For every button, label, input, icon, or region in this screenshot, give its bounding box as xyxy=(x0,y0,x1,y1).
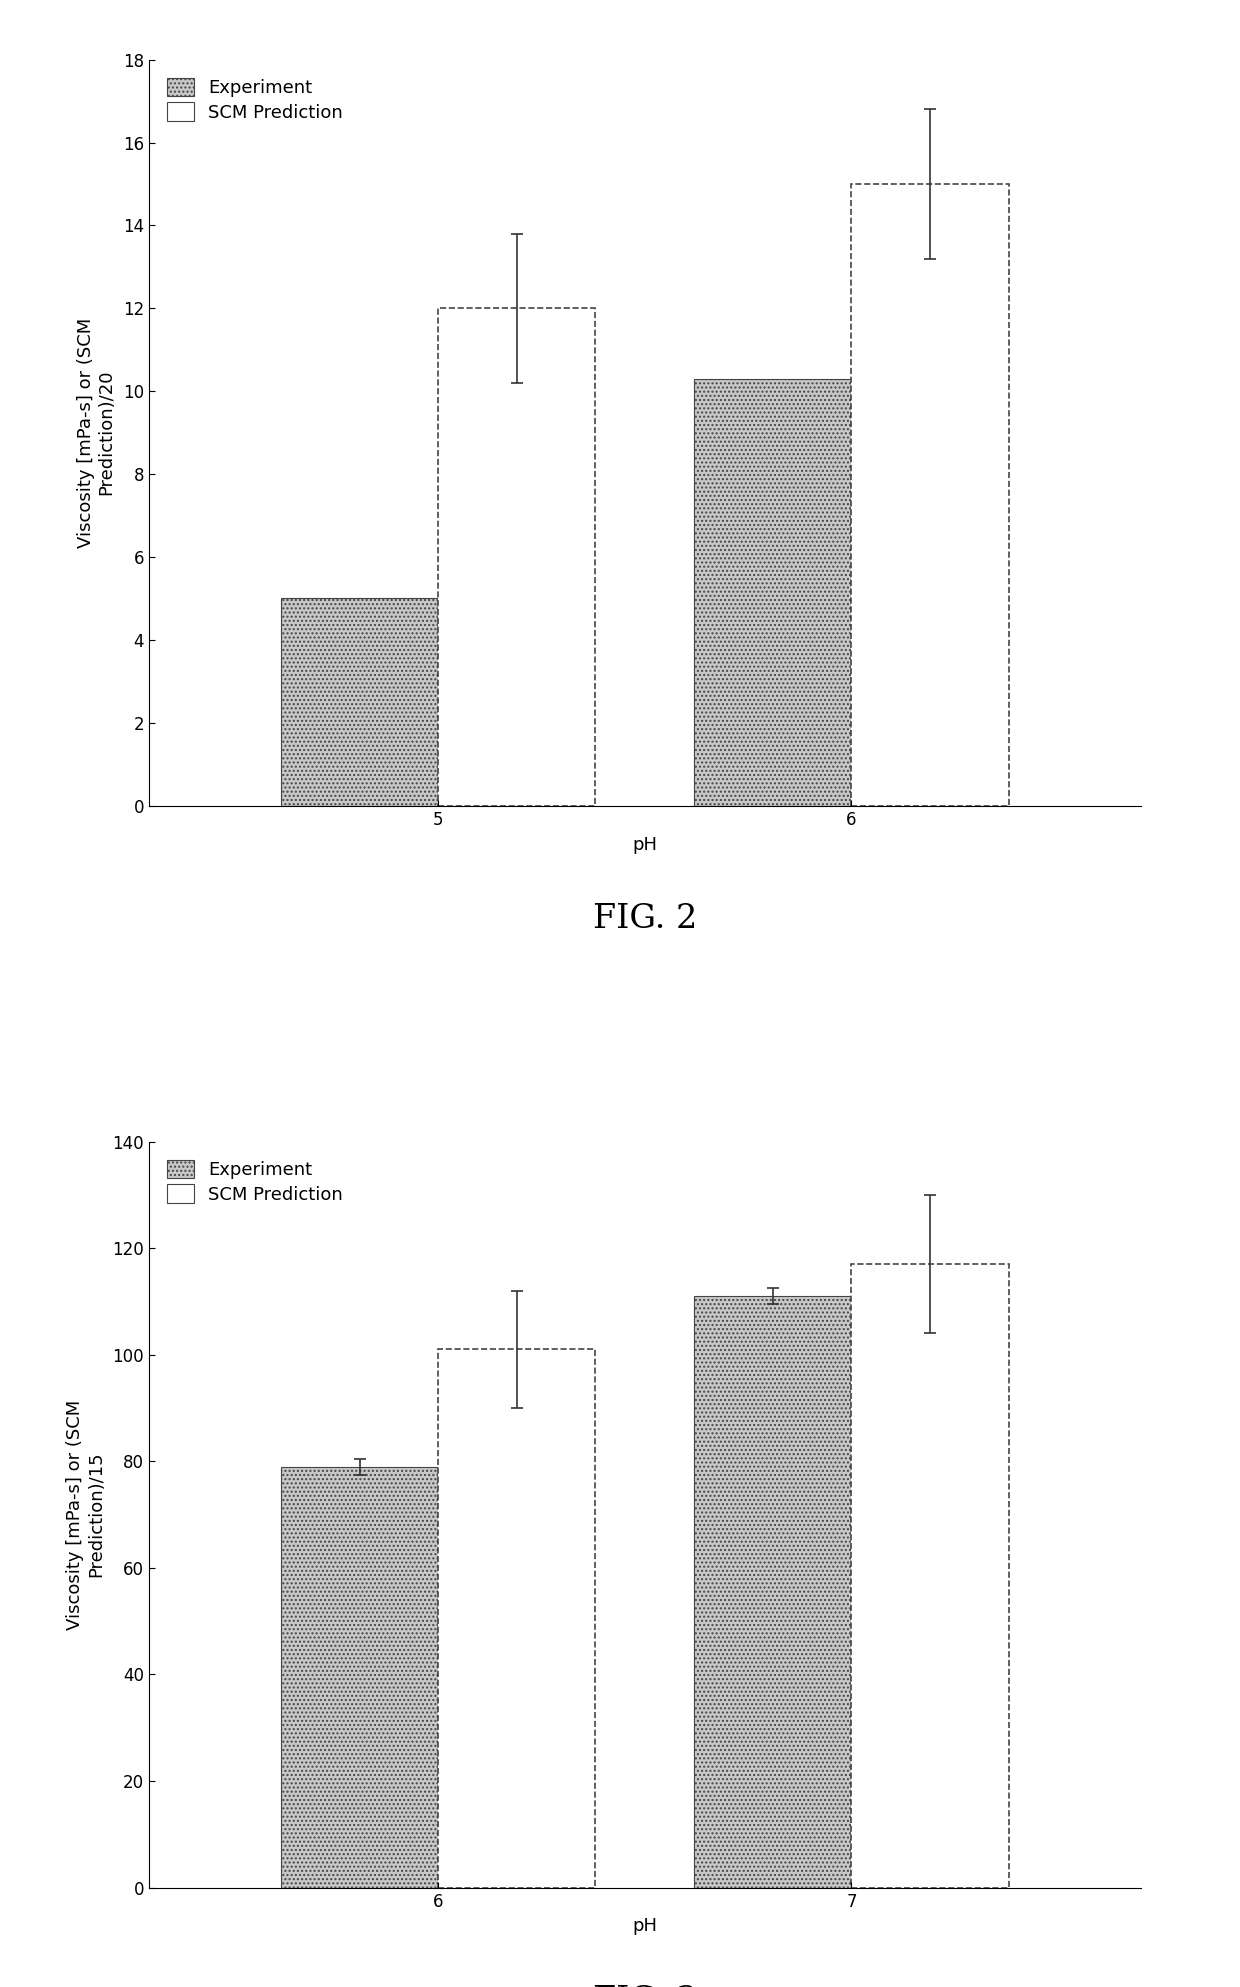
Y-axis label: Viscosity [mPa-s] or (SCM
Prediction)/15: Viscosity [mPa-s] or (SCM Prediction)/15 xyxy=(67,1399,105,1629)
Legend: Experiment, SCM Prediction: Experiment, SCM Prediction xyxy=(157,1150,352,1212)
Bar xyxy=(694,380,852,807)
Bar xyxy=(438,1349,595,1888)
X-axis label: pH: pH xyxy=(632,1917,657,1935)
Y-axis label: Viscosity [mPa-s] or (SCM
Prediction)/20: Viscosity [mPa-s] or (SCM Prediction)/20 xyxy=(77,318,115,548)
Bar xyxy=(852,185,1008,807)
Bar xyxy=(852,1264,1008,1888)
Legend: Experiment, SCM Prediction: Experiment, SCM Prediction xyxy=(157,70,352,131)
Bar xyxy=(438,308,595,807)
Bar xyxy=(281,1466,438,1888)
Bar xyxy=(281,598,438,807)
Bar xyxy=(694,1296,852,1888)
X-axis label: pH: pH xyxy=(632,837,657,854)
Text: FIG. 3: FIG. 3 xyxy=(593,1985,697,1987)
Text: FIG. 2: FIG. 2 xyxy=(593,902,697,934)
